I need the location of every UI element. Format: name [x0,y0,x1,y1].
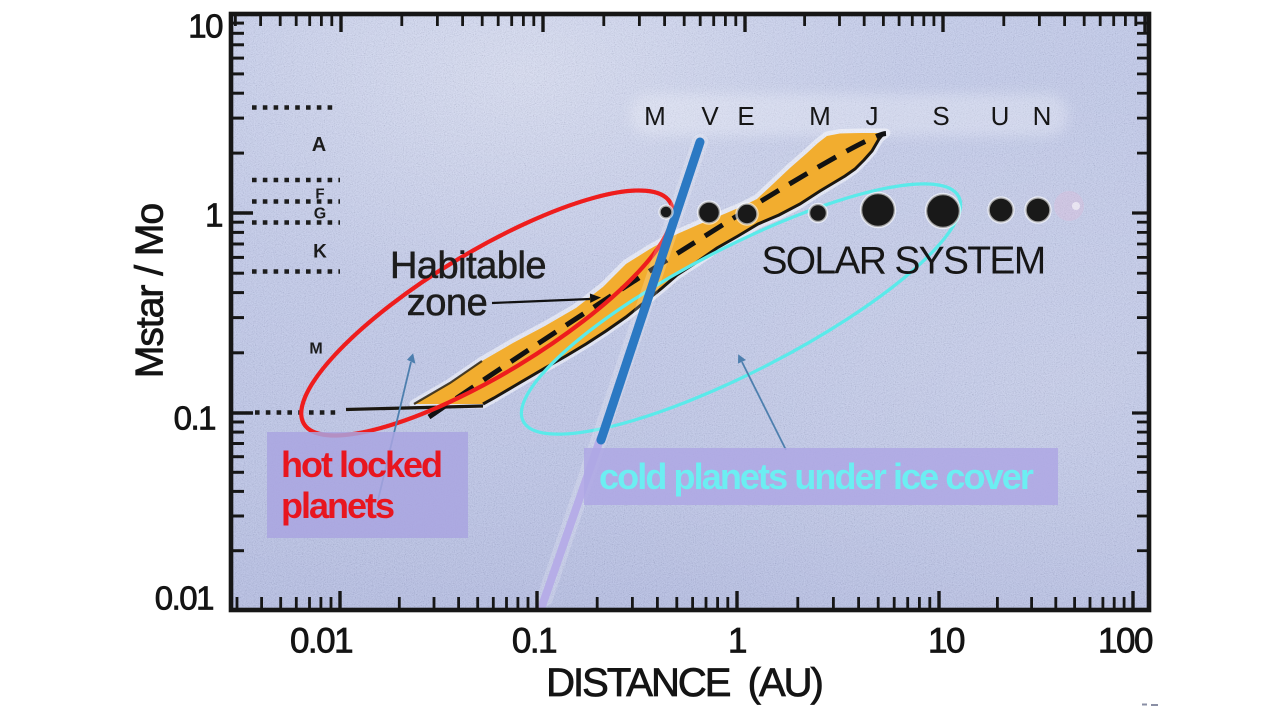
svg-text:Mstar / Mo: Mstar / Mo [129,204,172,378]
svg-text:zone: zone [407,282,487,324]
svg-text:0.01: 0.01 [290,622,352,661]
svg-text:S: S [932,101,949,131]
svg-text:A: A [312,134,326,156]
svg-text:10: 10 [928,622,965,661]
svg-text:100: 100 [1098,622,1153,661]
svg-text:N: N [1033,101,1052,131]
svg-text:J: J [866,101,879,131]
svg-text:1: 1 [728,622,746,661]
svg-text:M: M [644,101,666,131]
svg-text:planets: planets [281,485,394,526]
svg-text:K: K [313,242,327,263]
svg-text:F: F [315,186,324,203]
svg-text:0.1: 0.1 [174,400,216,437]
svg-text:10: 10 [188,8,223,45]
svg-text:cold planets under ice cover: cold planets under ice cover [599,456,1034,497]
svg-text:M: M [809,101,831,131]
svg-text:Habitable: Habitable [390,245,546,287]
svg-text:1: 1 [205,197,222,234]
svg-text:M: M [309,341,322,358]
svg-text:0.01: 0.01 [155,580,213,617]
svg-text:U: U [991,101,1010,131]
svg-text:V: V [701,101,719,131]
svg-text:hot locked: hot locked [281,444,441,485]
svg-text:E: E [737,101,754,131]
svg-text:DISTANCE (AU): DISTANCE (AU) [546,661,822,705]
svg-text:SOLAR SYSTEM: SOLAR SYSTEM [761,240,1044,283]
svg-text:G: G [314,206,326,223]
svg-text:0.1: 0.1 [512,622,556,661]
